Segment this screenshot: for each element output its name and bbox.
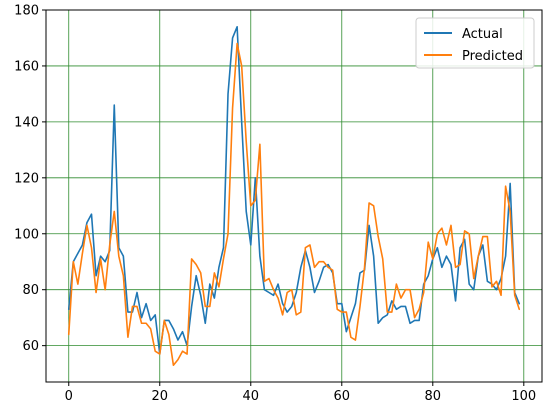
y-tick-label: 120 xyxy=(14,171,39,186)
legend-label-actual: Actual xyxy=(462,27,503,42)
x-tick-label: 60 xyxy=(334,389,351,404)
y-axis: 60 80 100 120 140 160 180 xyxy=(14,4,46,354)
y-tick-label: 100 xyxy=(14,227,39,242)
x-tick-label: 20 xyxy=(151,389,168,404)
x-tick-label: 0 xyxy=(65,389,73,404)
legend: Actual Predicted xyxy=(415,17,535,69)
y-tick-label: 60 xyxy=(22,339,39,354)
y-tick-label: 80 xyxy=(22,283,39,298)
x-tick-label: 40 xyxy=(242,389,259,404)
x-tick-label: 80 xyxy=(425,389,442,404)
series-layer xyxy=(67,25,521,367)
legend-label-predicted: Predicted xyxy=(462,49,523,64)
plot-background xyxy=(46,10,542,382)
plot-frame xyxy=(45,9,543,383)
x-axis: 0 20 40 60 80 100 xyxy=(65,382,536,404)
series-line-predicted xyxy=(67,42,521,367)
y-tick-label: 140 xyxy=(14,115,39,130)
y-tick-label: 180 xyxy=(14,4,39,19)
y-tick-label: 160 xyxy=(14,59,39,74)
x-tick-label: 100 xyxy=(511,389,536,404)
